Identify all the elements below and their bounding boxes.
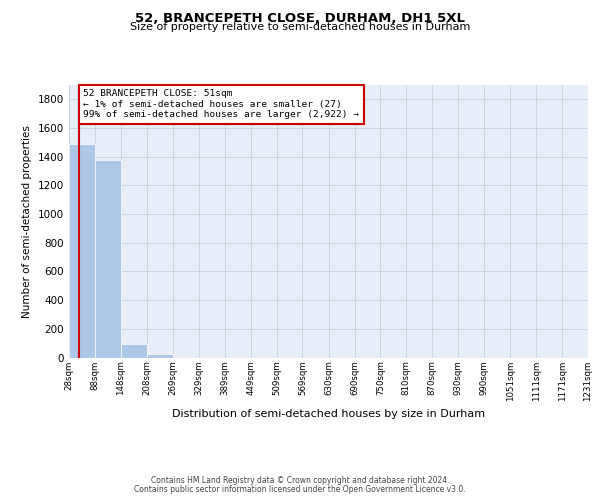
Text: Size of property relative to semi-detached houses in Durham: Size of property relative to semi-detach… xyxy=(130,22,470,32)
Bar xyxy=(69,144,95,358)
Bar xyxy=(121,344,146,358)
Text: 52 BRANCEPETH CLOSE: 51sqm
← 1% of semi-detached houses are smaller (27)
99% of : 52 BRANCEPETH CLOSE: 51sqm ← 1% of semi-… xyxy=(83,90,359,119)
Bar xyxy=(95,160,121,358)
Bar xyxy=(146,354,173,358)
X-axis label: Distribution of semi-detached houses by size in Durham: Distribution of semi-detached houses by … xyxy=(172,409,485,419)
Text: Contains HM Land Registry data © Crown copyright and database right 2024.: Contains HM Land Registry data © Crown c… xyxy=(151,476,449,485)
Y-axis label: Number of semi-detached properties: Number of semi-detached properties xyxy=(22,125,32,318)
Text: 52, BRANCEPETH CLOSE, DURHAM, DH1 5XL: 52, BRANCEPETH CLOSE, DURHAM, DH1 5XL xyxy=(135,12,465,26)
Text: Contains public sector information licensed under the Open Government Licence v3: Contains public sector information licen… xyxy=(134,485,466,494)
